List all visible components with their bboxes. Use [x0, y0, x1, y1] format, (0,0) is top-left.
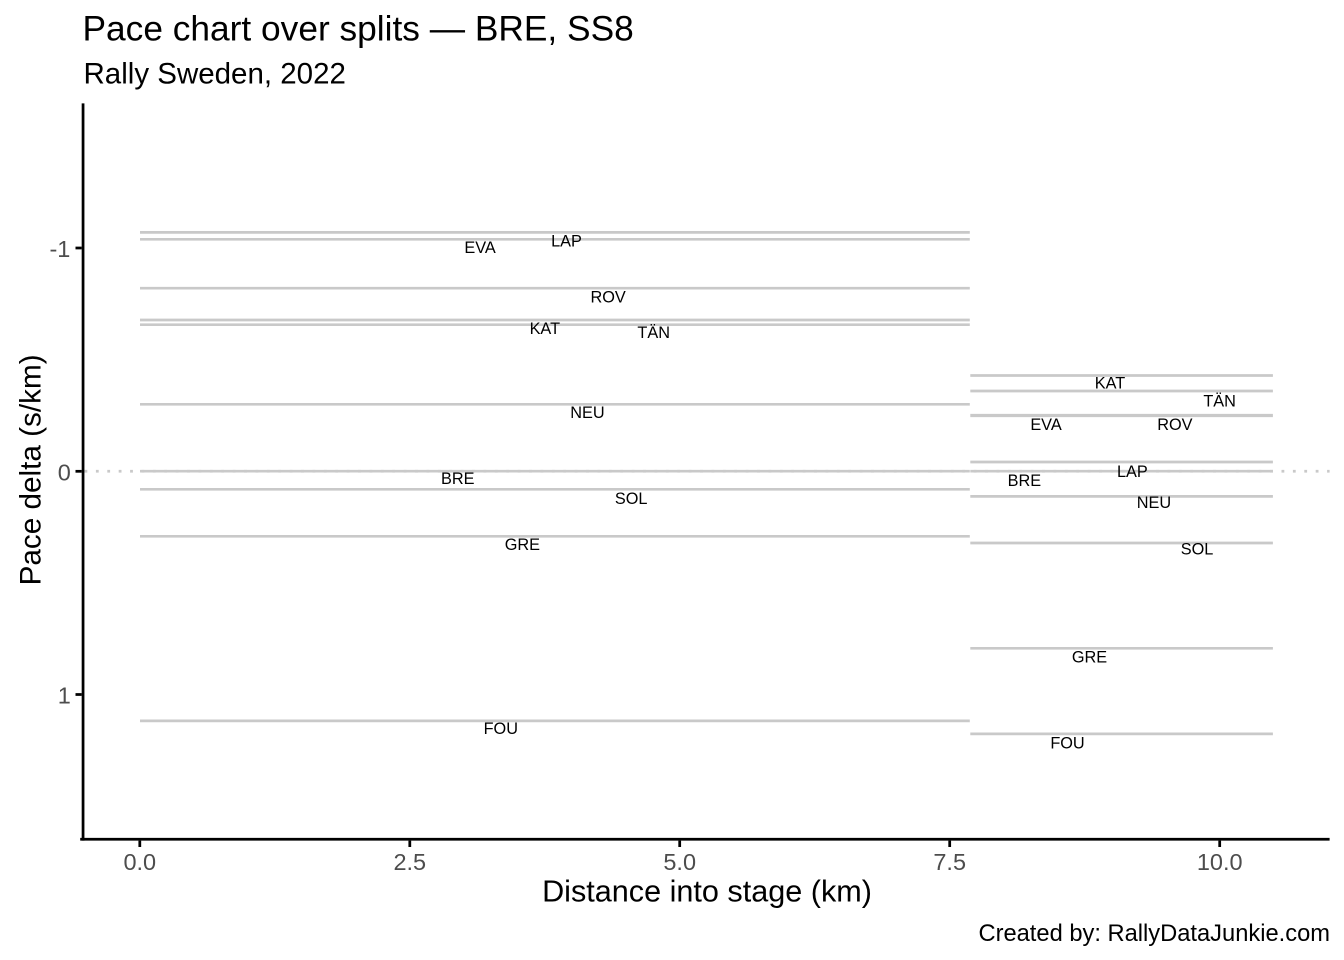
- svg-text:5.0: 5.0: [663, 849, 696, 875]
- svg-text:Pace delta (s/km): Pace delta (s/km): [14, 354, 47, 585]
- svg-text:BRE: BRE: [441, 470, 475, 488]
- svg-text:GRE: GRE: [1072, 649, 1107, 667]
- svg-text:FOU: FOU: [1050, 735, 1084, 753]
- svg-text:LAP: LAP: [1117, 463, 1148, 481]
- svg-text:Rally Sweden, 2022: Rally Sweden, 2022: [84, 57, 346, 90]
- svg-text:SOL: SOL: [1181, 541, 1214, 559]
- svg-text:2.5: 2.5: [393, 849, 426, 875]
- svg-text:LAP: LAP: [551, 232, 582, 250]
- svg-text:7.5: 7.5: [933, 849, 966, 875]
- svg-text:BRE: BRE: [1008, 472, 1042, 490]
- svg-text:ROV: ROV: [1157, 416, 1192, 434]
- svg-text:Created by: RallyDataJunkie.co: Created by: RallyDataJunkie.com: [978, 921, 1330, 947]
- svg-text:10.0: 10.0: [1197, 849, 1243, 875]
- svg-text:KAT: KAT: [530, 320, 561, 338]
- svg-text:NEU: NEU: [1137, 494, 1171, 512]
- svg-text:-1: -1: [49, 236, 70, 262]
- svg-text:TÄN: TÄN: [1203, 392, 1236, 410]
- svg-text:1: 1: [58, 683, 71, 709]
- svg-text:FOU: FOU: [484, 720, 518, 738]
- svg-text:EVA: EVA: [464, 239, 496, 257]
- svg-text:GRE: GRE: [505, 536, 540, 554]
- svg-text:Distance into stage (km): Distance into stage (km): [542, 875, 872, 909]
- svg-text:KAT: KAT: [1095, 375, 1126, 393]
- svg-text:NEU: NEU: [570, 404, 604, 422]
- svg-text:EVA: EVA: [1030, 416, 1062, 434]
- svg-text:ROV: ROV: [590, 288, 625, 306]
- svg-text:0.0: 0.0: [123, 849, 156, 875]
- svg-text:SOL: SOL: [615, 490, 648, 508]
- svg-text:0: 0: [58, 460, 71, 486]
- svg-text:Pace chart over splits — BRE,: Pace chart over splits — BRE, SS8: [83, 9, 634, 48]
- svg-text:TÄN: TÄN: [637, 324, 670, 342]
